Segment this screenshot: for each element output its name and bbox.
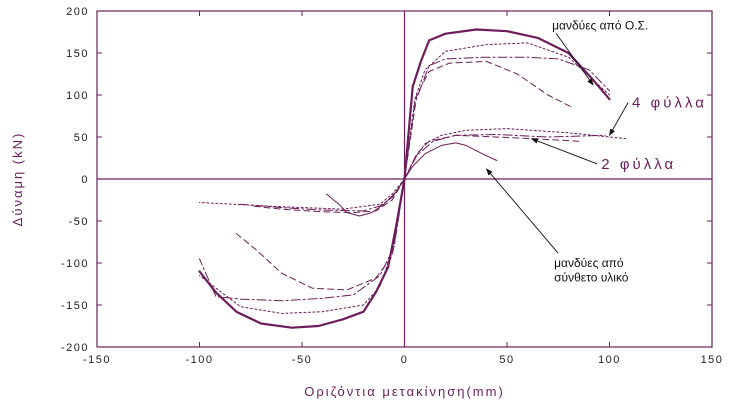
x-tick-label: -100	[185, 354, 213, 366]
series-line-2	[404, 42, 610, 180]
series-line-16	[250, 178, 405, 214]
series-line-6	[199, 178, 405, 314]
annotation-text-5: σύνθετο υλικό	[554, 270, 629, 284]
series-line-7	[199, 178, 405, 302]
series-line-14	[199, 178, 405, 210]
annotation-arrow-2	[609, 102, 629, 137]
y-tick-label: 200	[66, 6, 89, 18]
series-line-15	[240, 178, 405, 212]
annotation-arrow-1	[555, 33, 594, 86]
x-tick-label: 50	[499, 354, 514, 366]
series-line-12	[404, 134, 580, 180]
x-tick-label: -150	[83, 354, 111, 366]
y-tick-label: -100	[61, 258, 89, 270]
series-line-3	[404, 56, 610, 180]
y-tick-label: 0	[81, 174, 89, 186]
series-line-4	[404, 60, 574, 180]
y-tick-label: 150	[66, 48, 89, 60]
y-axis-label: Δύναμη (kN)	[10, 132, 25, 227]
annotation-text-3: 2 φύλλα	[601, 156, 676, 173]
x-tick-label: 0	[401, 354, 409, 366]
x-tick-label: 100	[598, 354, 621, 366]
x-tick-label: 150	[701, 354, 724, 366]
annotation-text-4: μανδύες από	[554, 256, 624, 270]
annotation-text-1: μανδύες από Ο.Σ.	[552, 18, 648, 32]
x-axis-label: Οριζόντια μετακίνηση(mm)	[304, 384, 505, 399]
annotation-text-2: 4 φύλλα	[632, 95, 707, 112]
y-tick-label: 50	[74, 132, 89, 144]
series-line-8	[235, 178, 405, 291]
x-tick-label: -50	[292, 354, 312, 366]
y-tick-label: -150	[61, 300, 89, 312]
annotation-arrow-4	[485, 168, 559, 254]
annotation-layer: μανδύες από Ο.Σ. 4 φύλλα 2 φύλλα μανδύες απ…	[485, 18, 707, 284]
series-line-5	[198, 177, 406, 329]
y-tick-label: 100	[66, 90, 89, 102]
series-layer	[198, 28, 627, 329]
annotation-arrow-3	[530, 138, 598, 165]
y-tick-label: -200	[61, 342, 89, 354]
series-line-9	[404, 142, 498, 180]
tick-layer: -150 -100 -50 0 50 100 150-200-150-100-5005010…	[61, 6, 724, 366]
series-line-10	[404, 128, 627, 180]
y-tick-label: -50	[69, 216, 89, 228]
